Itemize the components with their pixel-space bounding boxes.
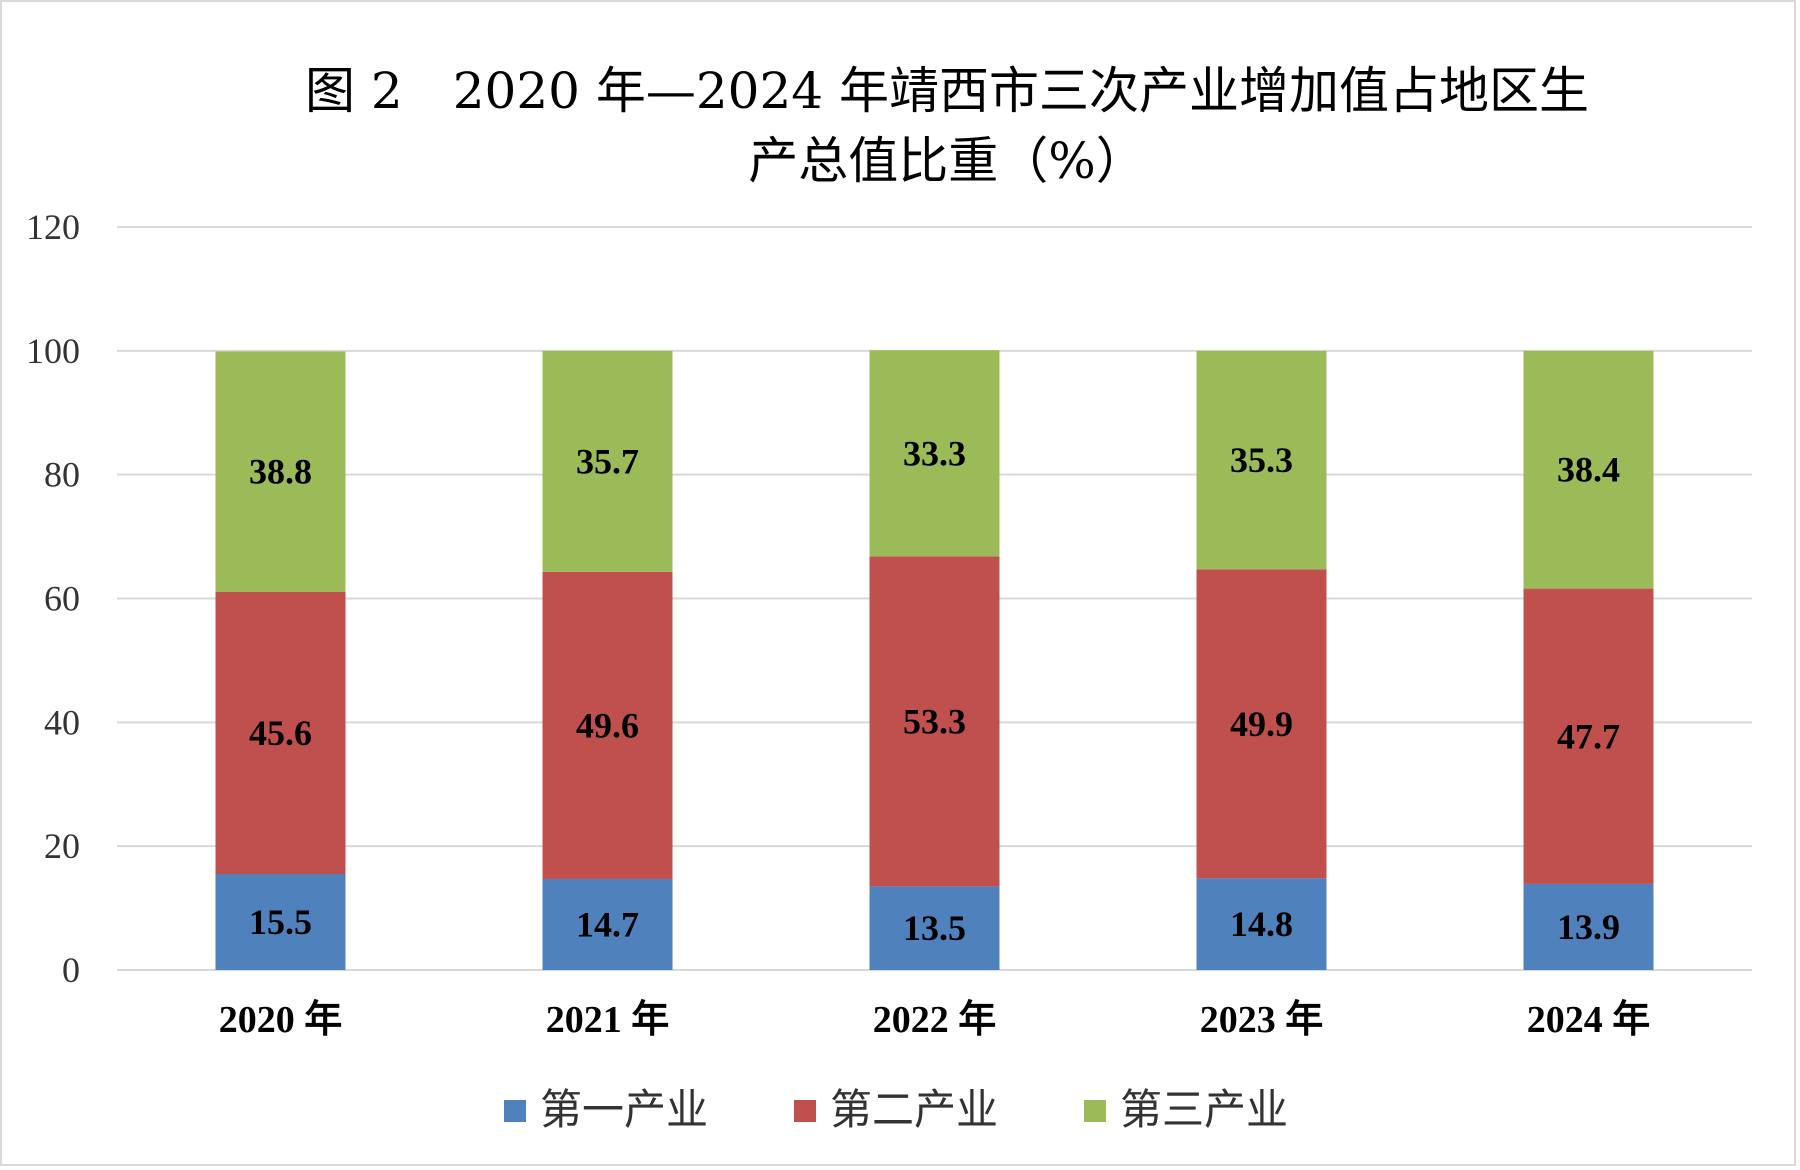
bar-segment bbox=[215, 591, 346, 875]
x-category-label: 2020 年 bbox=[219, 999, 343, 1041]
data-label: 33.3 bbox=[903, 433, 966, 473]
y-tick-label: 120 bbox=[26, 207, 80, 247]
data-label: 38.4 bbox=[1557, 450, 1620, 490]
x-category-label: 2024 年 bbox=[1527, 999, 1651, 1041]
chart-title: 图 2 2020 年—2024 年靖西市三次产业增加值占地区生 bbox=[305, 62, 1589, 120]
bar-segment bbox=[1523, 883, 1654, 970]
bar-segment bbox=[215, 874, 346, 970]
data-label: 35.3 bbox=[1230, 440, 1293, 480]
data-label: 13.9 bbox=[1557, 907, 1620, 947]
bar-segment bbox=[869, 556, 1000, 887]
bars bbox=[215, 350, 1654, 970]
y-tick-label: 60 bbox=[44, 579, 80, 619]
bar-segment bbox=[1196, 350, 1327, 570]
data-label: 47.7 bbox=[1557, 716, 1620, 756]
bar-segment bbox=[542, 571, 673, 879]
data-labels: 15.5 45.6 38.8 14.7 49.6 35.7 13.5 53.3 33.3 14.8… bbox=[249, 433, 1620, 948]
legend-label: 第二产业 bbox=[830, 1085, 998, 1134]
data-label: 14.7 bbox=[576, 904, 639, 944]
x-axis-categories: 2020 年 2021 年 2022 年 2023 年 2024 年 bbox=[219, 999, 1651, 1041]
bar-segment bbox=[1523, 588, 1654, 884]
data-label: 35.7 bbox=[576, 441, 639, 481]
legend-label: 第一产业 bbox=[540, 1085, 708, 1134]
y-tick-label: 80 bbox=[44, 455, 80, 495]
bar-segment bbox=[215, 351, 346, 592]
x-category-label: 2023 年 bbox=[1200, 999, 1324, 1041]
legend: 第一产业 第二产业 第三产业 bbox=[504, 1085, 1288, 1134]
y-tick-label: 100 bbox=[26, 331, 80, 371]
data-label: 14.8 bbox=[1230, 904, 1293, 944]
bar-segment bbox=[1523, 350, 1654, 589]
bar-segment bbox=[1196, 569, 1327, 879]
y-tick-label: 20 bbox=[44, 826, 80, 866]
bar-segment bbox=[869, 886, 1000, 970]
y-tick-label: 0 bbox=[62, 950, 80, 990]
data-label: 13.5 bbox=[903, 908, 966, 948]
chart-title-line2: 产总值比重（%） bbox=[748, 132, 1146, 190]
x-category-label: 2021 年 bbox=[546, 999, 670, 1041]
x-category-label: 2022 年 bbox=[873, 999, 997, 1041]
data-label: 38.8 bbox=[249, 452, 312, 492]
legend-label: 第三产业 bbox=[1120, 1085, 1288, 1134]
data-label: 49.9 bbox=[1230, 704, 1293, 744]
data-label: 45.6 bbox=[249, 713, 312, 753]
data-label: 53.3 bbox=[903, 701, 966, 741]
y-tick-label: 40 bbox=[44, 702, 80, 742]
bar-segment bbox=[542, 350, 673, 572]
y-axis-ticks: 0 20 40 60 80 100 120 bbox=[26, 207, 80, 990]
bar-segment bbox=[542, 878, 673, 970]
legend-swatch bbox=[794, 1100, 816, 1122]
data-label: 49.6 bbox=[576, 705, 639, 745]
legend-swatch bbox=[1084, 1100, 1106, 1122]
bar-segment bbox=[1196, 878, 1327, 970]
data-label: 15.5 bbox=[249, 902, 312, 942]
legend-swatch bbox=[504, 1100, 526, 1122]
bar-segment bbox=[869, 350, 1000, 557]
